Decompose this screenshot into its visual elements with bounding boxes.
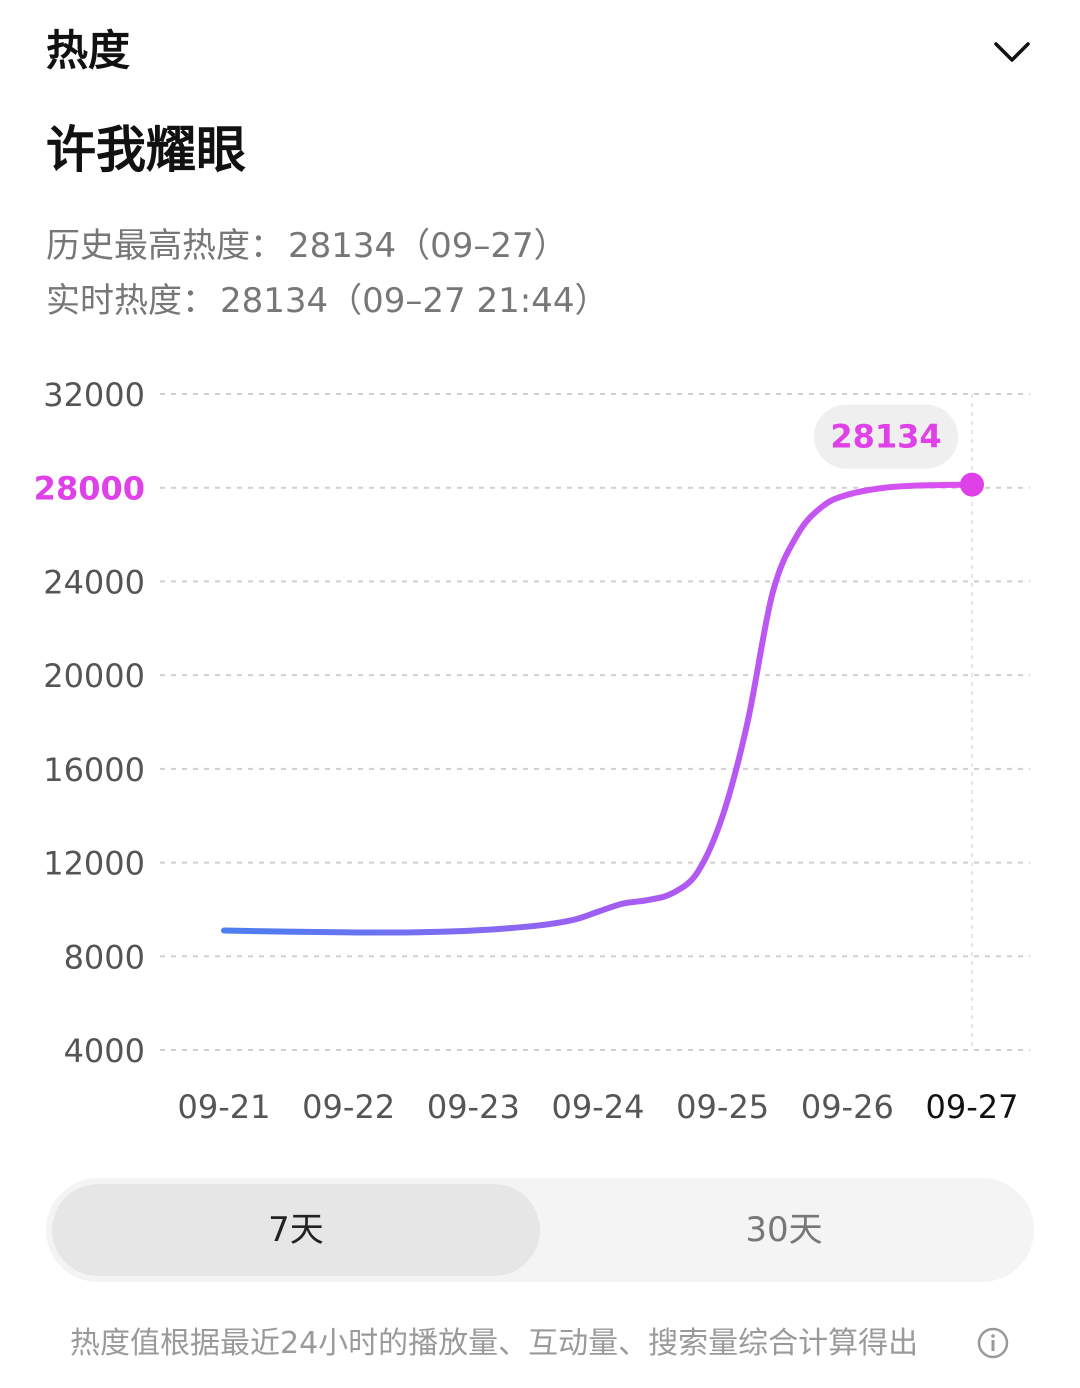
info-icon[interactable] (976, 1326, 1010, 1360)
peak-heat-stat: 历史最高热度： 28134（09–27） (46, 224, 568, 268)
peak-value-label: 28134 (830, 418, 941, 456)
y-tick-label: 32000 (43, 376, 145, 414)
peak-value-bubble (814, 404, 958, 469)
heat-trend-chart: 4000 8000 12000 16000 20000 24000 28000 32000 09… (0, 360, 1080, 1140)
x-tick-label: 09-23 (427, 1088, 520, 1126)
heat-trend-chart-svg: 4000 8000 12000 16000 20000 24000 28000 32000 09… (34, 376, 1030, 1126)
range-7-days-button[interactable]: 7天 (52, 1184, 540, 1276)
range-30-days-button[interactable]: 30天 (745, 1210, 823, 1250)
live-heat-value: 28134（09–27 21:44） (220, 281, 609, 321)
y-tick-label: 8000 (64, 938, 145, 976)
y-tick-label: 16000 (43, 751, 145, 789)
x-tick-label: 09-22 (302, 1088, 395, 1126)
peak-heat-value: 28134（09–27） (288, 226, 568, 266)
section-title: 热度 (46, 26, 131, 75)
peak-point[interactable] (960, 472, 984, 497)
peak-heat-label: 历史最高热度： (46, 226, 284, 266)
heat-footnote: 热度值根据最近24小时的播放量、互动量、搜索量综合计算得出 (70, 1326, 919, 1361)
range-toggle: 7天 30天 (46, 1178, 1034, 1282)
heat-series-line (221, 481, 975, 936)
x-tick-label: 09-21 (178, 1088, 271, 1126)
y-tick-label: 28000 (34, 470, 145, 508)
song-title: 许我耀眼 (46, 121, 246, 179)
x-tick-label: 09-27 (926, 1088, 1019, 1126)
y-tick-label: 24000 (43, 563, 145, 601)
x-tick-label: 09-25 (676, 1088, 769, 1126)
y-tick-label: 12000 (43, 845, 145, 883)
y-tick-label: 20000 (43, 657, 145, 695)
x-tick-label: 09-26 (801, 1088, 894, 1126)
y-tick-label: 4000 (64, 1032, 145, 1070)
x-tick-label: 09-24 (552, 1088, 645, 1126)
live-heat-stat: 实时热度： 28134（09–27 21:44） (46, 279, 608, 323)
chevron-down-icon[interactable] (988, 28, 1036, 76)
heat-section-header: 热度 (46, 22, 1036, 86)
live-heat-label: 实时热度： (46, 281, 216, 321)
